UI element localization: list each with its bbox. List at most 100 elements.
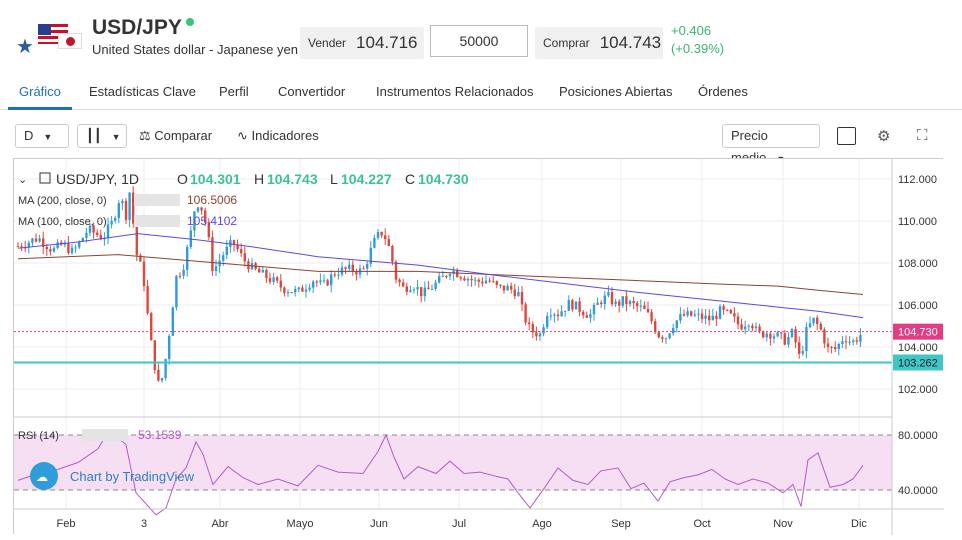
candle-body [117,203,120,219]
candle-body [463,278,466,281]
candle-body [276,277,279,281]
candle-body [711,315,714,321]
candle-body [729,309,732,314]
quantity-input[interactable]: 50000 [430,25,528,57]
candle-body [639,305,642,307]
candle-body [682,314,686,316]
ma100-line [17,233,864,319]
candle-body [621,296,624,306]
ma200-legend-buttons[interactable] [134,194,180,206]
candle-body [466,278,470,281]
candle-body [484,280,488,284]
candle-body [405,286,408,292]
collapse-chevron-icon[interactable]: ⌄ [18,174,27,186]
indicators-button[interactable]: ∿ Indicadores [237,128,319,144]
price-type-select[interactable]: Precio medio▼ [722,124,820,165]
screenshot-box-icon[interactable] [837,127,856,145]
time-axis: Feb 3 Abr Mayo Jun Jul Ago Sep Oct Nov Dic [57,518,868,530]
candle-body [322,280,326,282]
candle-body [294,289,297,293]
candle-body [690,311,693,316]
ma200-legend-label: MA (200, close, 0) [18,195,107,207]
candle-body [567,300,570,311]
candle-body [704,315,707,319]
buy-button[interactable]: Comprar 104.743 [535,27,663,59]
candle-body [492,281,495,283]
ma200-legend-value: 106.5006 [187,193,237,207]
interval-select[interactable]: D ▼ [15,124,69,148]
tab-instrumentos-relacionados[interactable]: Instrumentos Relacionados [376,84,534,99]
tab-grafico[interactable]: Gráfico [19,84,61,99]
candle-body [236,244,239,250]
candle-body [290,292,293,294]
tab-posiciones-abiertas[interactable]: Posiciones Abiertas [559,84,673,99]
fullscreen-icon[interactable]: ⛶ [917,127,928,144]
candle-body [574,301,578,310]
candle-body [168,335,171,360]
candle-body [398,279,401,283]
favorite-star-icon[interactable]: ★ [16,36,34,58]
candle-body [654,321,657,333]
compare-icon: ⚖ [139,128,151,143]
legend-row: ⌄ USD/JPY, 1D O 104.301 H 104.743 L 104.… [18,171,469,187]
candle-body [114,218,117,221]
candle-body [78,241,81,248]
candle-body [124,200,128,220]
candle-body [369,247,372,264]
compare-button[interactable]: ⚖ Comparar [139,128,212,144]
candle-body [477,279,480,282]
tab-estadisticas-clave[interactable]: Estadísticas Clave [89,84,196,99]
rsi-legend-buttons[interactable] [82,429,128,441]
tab-convertidor[interactable]: Convertidor [278,84,346,99]
candle-body [675,320,678,328]
candle-body [258,268,261,273]
cloud-glyph-icon: ☁ [36,470,48,484]
candle-body [668,333,671,339]
candle-body [74,247,77,249]
tab-ordenes[interactable]: Órdenes [698,84,748,99]
y-tick-label: 108.000 [898,258,938,270]
candle-body [178,275,182,277]
candle-body [506,285,509,291]
x-tick-label: Jul [452,518,466,530]
candle-body [510,285,513,290]
candle-body [49,249,52,252]
x-tick-label: Ago [532,518,552,530]
candle-body [430,288,434,290]
settings-gear-icon[interactable]: ⚙ [877,128,891,145]
candle-body [625,296,628,305]
candle-body [412,289,416,291]
candle-body [837,343,840,350]
candle-body [326,280,329,286]
candle-body [808,323,812,328]
candle-body [366,263,369,269]
candle-body [182,269,185,276]
candle-body [427,287,430,290]
chart-type-select[interactable]: ┃┃ ▼ [77,124,127,148]
candle-body [355,271,358,275]
currency-flags-icon [38,24,82,54]
jp-flag-icon [58,33,82,49]
candle-body [27,242,30,248]
chart-area[interactable]: 112.000 110.000 108.000 106.000 104.000 102.0… [9,158,944,535]
candle-body [441,275,444,277]
tab-perfil[interactable]: Perfil [219,84,249,99]
candle-body [517,291,520,297]
candle-body [564,310,567,312]
sell-button[interactable]: Vender 104.716 [300,27,424,59]
price-chart[interactable]: 112.000 110.000 108.000 106.000 104.000 102.0… [9,159,944,535]
ma100-legend-buttons[interactable] [134,215,180,227]
candle-body [434,282,437,289]
tradingview-watermark[interactable]: ☁ Chart by TradingView [30,462,195,490]
ma100-legend-value: 105.4102 [187,214,237,228]
legend-toggle-icon[interactable] [39,172,51,184]
candle-body [549,315,552,317]
candle-body [200,207,203,211]
candle-body [848,341,851,343]
candle-body [160,378,164,381]
last-price-tag-bg [893,323,943,340]
candle-body [146,286,149,314]
candle-body [632,301,635,304]
candle-body [715,315,718,319]
candle-body [196,207,200,212]
